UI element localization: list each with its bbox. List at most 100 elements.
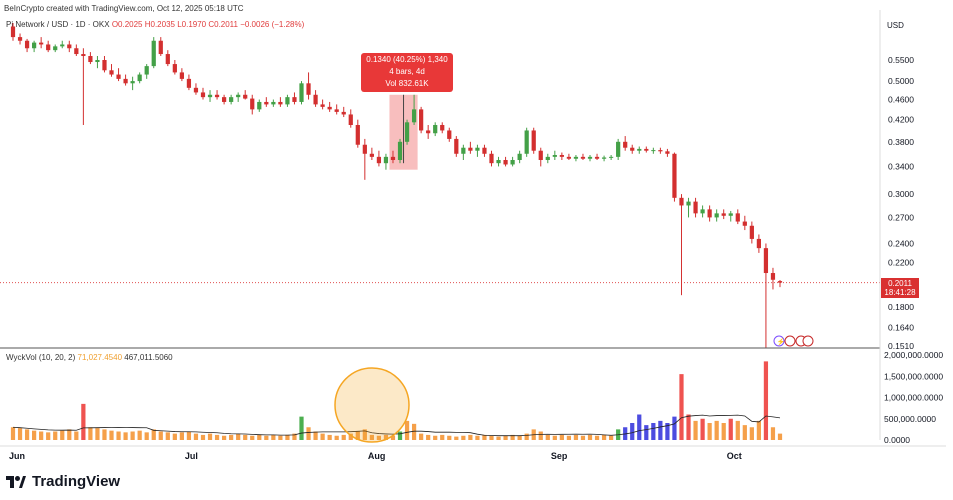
candle-body xyxy=(200,92,206,98)
volume-bar xyxy=(503,435,508,440)
candle-body xyxy=(489,153,494,164)
volume-bar xyxy=(756,420,762,440)
candle-body xyxy=(221,97,227,102)
volume-bar xyxy=(250,435,255,440)
event-icons[interactable]: ⚡ xyxy=(773,335,814,347)
tradingview-logo[interactable]: TradingView xyxy=(6,473,120,490)
volume-bar xyxy=(285,434,290,440)
candle-body xyxy=(362,144,367,154)
volume-bar xyxy=(411,423,417,440)
candle-body xyxy=(88,56,93,63)
flag-icon-us-3[interactable] xyxy=(802,335,814,347)
volume-bar xyxy=(243,434,248,440)
lightning-icon[interactable] xyxy=(773,335,785,347)
volume-bar xyxy=(552,435,557,440)
candle-body xyxy=(334,109,339,112)
candle-body xyxy=(116,74,121,79)
volume-bar xyxy=(369,434,374,440)
volume-bar xyxy=(728,418,733,440)
candle-body xyxy=(644,148,649,151)
volume-bar xyxy=(390,435,396,440)
candle-body xyxy=(672,153,677,198)
tradingview-logo-icon xyxy=(6,475,26,488)
volume-tick-label: 0.0000 xyxy=(884,435,910,445)
candle-body xyxy=(693,201,698,214)
candle-body xyxy=(327,106,332,110)
candle-body xyxy=(735,213,740,222)
volume-bar xyxy=(637,414,642,440)
volume-bar xyxy=(433,435,438,440)
candle-body xyxy=(559,155,564,157)
volume-bar xyxy=(327,434,332,440)
volume-bar xyxy=(46,432,51,440)
candle-body xyxy=(777,281,783,283)
last-price: 0.2011 xyxy=(888,279,912,288)
candle-body xyxy=(285,97,290,105)
candle-body xyxy=(137,74,142,82)
ohlc-values: O0.2025 H0.2035 L0.1970 C0.2011 −0.0026 … xyxy=(111,20,305,29)
volume-tick-label: 1,500,000.0000 xyxy=(884,371,943,381)
candle-body xyxy=(53,46,58,51)
flag-icon-us-1[interactable] xyxy=(784,335,796,347)
candle-body xyxy=(419,109,424,131)
volume-legend[interactable]: WyckVol (10, 20, 2) 71,027.4540 467,011.… xyxy=(6,353,173,362)
candle-body xyxy=(447,130,452,139)
volume-bar xyxy=(517,435,522,440)
volume-bar xyxy=(102,429,107,440)
candle-body xyxy=(165,54,170,65)
price-tick-label: 0.3000 xyxy=(888,189,914,199)
candle-body xyxy=(749,225,754,239)
volume-value-2: 467,011.5060 xyxy=(124,353,173,362)
candle-body xyxy=(130,81,135,84)
candle-body xyxy=(482,147,487,154)
candle-body xyxy=(426,130,431,134)
volume-bar xyxy=(271,434,276,440)
volume-bar xyxy=(559,434,564,440)
symbol-label[interactable]: Pi Network / USD · 1D · OKX xyxy=(6,20,110,29)
candle-body xyxy=(355,124,360,145)
candle-body xyxy=(587,156,593,159)
candle-body xyxy=(376,156,382,164)
volume-bar xyxy=(672,416,677,440)
volume-bar xyxy=(580,435,586,440)
volume-bar xyxy=(123,432,128,440)
candle-body xyxy=(292,97,297,102)
volume-bar xyxy=(334,435,339,440)
volume-bar xyxy=(545,434,550,440)
volume-bar xyxy=(566,435,572,440)
volume-bar xyxy=(348,433,353,440)
candle-body xyxy=(770,273,776,280)
candle-body xyxy=(721,213,726,216)
volume-moving-average xyxy=(12,414,781,437)
measure-change: 0.1340 (40.25%) 1,340 xyxy=(366,55,448,64)
volume-bar xyxy=(510,434,515,440)
volume-bar xyxy=(74,431,79,440)
price-tick-label: 0.2400 xyxy=(888,238,914,248)
candle-body xyxy=(81,54,86,57)
candle-body xyxy=(440,124,445,131)
price-tick-label: 0.3400 xyxy=(888,161,914,171)
volume-indicator-label[interactable]: WyckVol (10, 20, 2) xyxy=(6,353,76,362)
volume-bar xyxy=(31,430,37,440)
candle-body xyxy=(313,94,318,105)
volume-axis: 2,000,000.0000 1,500,000.0000 1,000,000.00… xyxy=(884,350,943,445)
measure-volume: Vol 832.61K xyxy=(385,79,429,88)
volume-bar xyxy=(397,431,403,440)
volume-bar xyxy=(383,434,389,440)
candle-body xyxy=(250,98,255,110)
price-tick-label: 0.1640 xyxy=(888,323,914,333)
volume-bar xyxy=(24,429,30,440)
candle-body xyxy=(623,141,628,148)
volume-bar xyxy=(749,427,754,440)
candle-body xyxy=(299,83,304,102)
volume-bar xyxy=(17,428,23,440)
volume-bar xyxy=(742,425,747,440)
currency-label[interactable]: USD xyxy=(887,21,904,30)
candle-body xyxy=(468,147,473,151)
candle-body xyxy=(236,94,241,98)
symbol-legend[interactable]: Pi Network / USD · 1D · OKX O0.2025 H0.2… xyxy=(6,20,304,29)
volume-tick-label: 1,000,000.0000 xyxy=(884,393,943,403)
candle-body xyxy=(404,122,410,142)
volume-bar xyxy=(777,433,783,440)
